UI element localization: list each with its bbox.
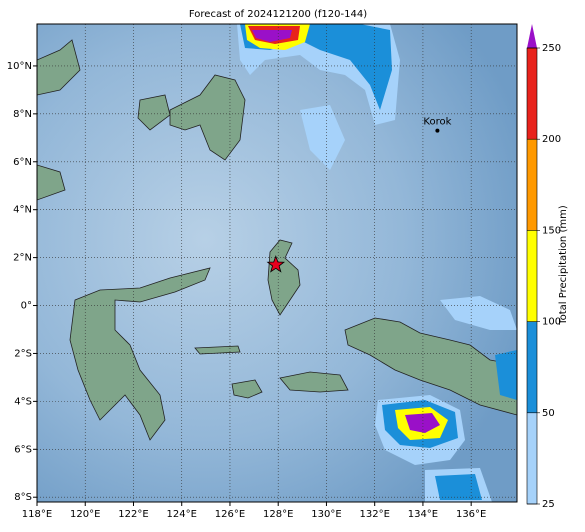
- lon-tick-label: 126°E: [215, 509, 245, 520]
- colorbar-tick-label: 200: [542, 134, 561, 145]
- storm-marker: [266, 255, 286, 273]
- colorbar-tick-label: 50: [542, 408, 555, 419]
- place-marker: [435, 128, 440, 133]
- lat-tick-label: 6°S: [14, 444, 32, 455]
- colorbar-segment: [527, 412, 537, 504]
- colorbar-label: Total Precipitation (mm): [558, 205, 569, 326]
- lon-tick-label: 124°E: [167, 509, 197, 520]
- lat-tick-label: 8°S: [14, 492, 32, 503]
- colorbar-segment: [527, 230, 537, 322]
- lon-tick-label: 118°E: [22, 509, 52, 520]
- colorbar-segment: [527, 139, 537, 231]
- lat-tick-label: 6°N: [13, 157, 32, 168]
- colorbar-tick-label: 150: [542, 225, 561, 236]
- lat-tick-label: 2°S: [14, 348, 32, 359]
- lon-tick-label: 136°E: [456, 509, 486, 520]
- lat-tick-label: 4°N: [13, 205, 32, 216]
- lat-tick-label: 0°: [21, 301, 32, 312]
- lon-tick-label: 134°E: [408, 509, 438, 520]
- lat-tick-label: 8°N: [13, 109, 32, 120]
- map-frame: [36, 23, 518, 503]
- lat-tick-label: 10°N: [7, 61, 32, 72]
- colorbar-segment: [527, 321, 537, 413]
- colorbar-tick-label: 100: [542, 317, 561, 328]
- place-label: Korok: [423, 117, 451, 128]
- lat-tick-label: 2°N: [13, 253, 32, 264]
- graticule: [37, 24, 517, 502]
- lon-tick-label: 120°E: [70, 509, 100, 520]
- map: [37, 24, 517, 502]
- colorbar-segment: [527, 48, 537, 140]
- title: Forecast of 2024121200 (f120-144): [189, 9, 367, 20]
- precipitation: [237, 24, 517, 502]
- colorbar-extend: [527, 24, 537, 48]
- lon-tick-label: 132°E: [359, 509, 389, 520]
- colorbar-tick-label: 25: [542, 499, 555, 510]
- colorbar-tick-label: 250: [542, 43, 561, 54]
- lon-tick-label: 128°E: [263, 509, 293, 520]
- lat-tick-label: 4°S: [14, 396, 32, 407]
- lon-tick-label: 122°E: [118, 509, 148, 520]
- lon-tick-label: 130°E: [311, 509, 341, 520]
